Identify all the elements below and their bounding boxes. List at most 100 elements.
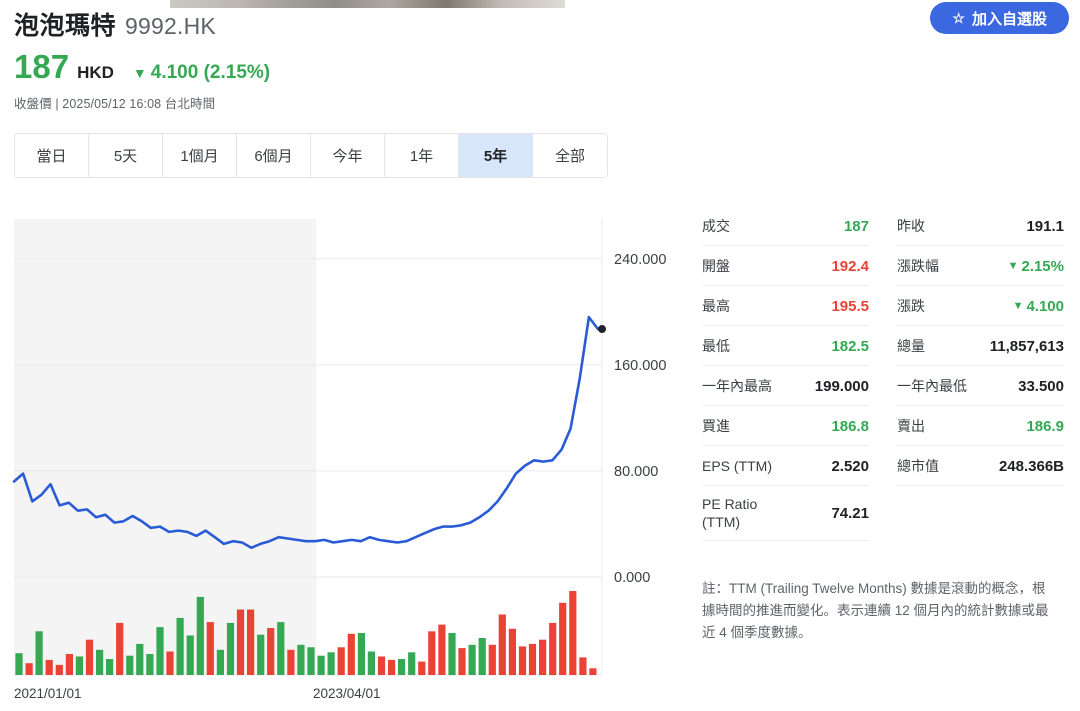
volume-bar bbox=[589, 668, 597, 675]
stat-row-left-0: 成交 187 bbox=[702, 206, 869, 246]
stat-row-right-5: 賣出 186.9 bbox=[897, 406, 1064, 446]
price-chart-svg: 0.000 80.000 160.000 240.000 bbox=[12, 219, 666, 676]
volume-bar bbox=[579, 657, 587, 675]
volume-bar bbox=[247, 609, 255, 675]
stat-value-text: 191.1 bbox=[1026, 217, 1064, 235]
stat-label: 最低 bbox=[702, 338, 730, 354]
stat-value: 2.520 bbox=[831, 458, 869, 475]
volume-bar bbox=[357, 633, 365, 675]
volume-bar bbox=[327, 652, 335, 675]
volume-bar bbox=[236, 609, 245, 675]
add-to-watchlist-button[interactable]: ☆ 加入自選股 bbox=[930, 2, 1069, 34]
stat-row-left-1: 開盤 192.4 bbox=[702, 246, 869, 286]
stat-row-right-2: 漲跌 ▼ 4.100 bbox=[897, 286, 1064, 326]
volume-bar bbox=[96, 649, 104, 675]
stat-row-left-7: PE Ratio (TTM) 74.21 bbox=[702, 486, 869, 541]
y-tick-label: 80.000 bbox=[614, 464, 658, 480]
range-tab-7[interactable]: 全部 bbox=[533, 134, 607, 177]
volume-bar bbox=[438, 624, 446, 675]
volume-bar bbox=[388, 659, 396, 675]
stat-value-text: 2.15% bbox=[1021, 257, 1064, 275]
y-tick-label: 240.000 bbox=[614, 252, 666, 268]
volume-bar bbox=[257, 634, 265, 675]
volume-bar bbox=[85, 639, 94, 675]
quote-header: 泡泡瑪特 9992.HK 187 HKD ▼ 4.100 (2.15%) 收盤價… bbox=[14, 6, 270, 112]
price-change-text: 4.100 (2.15%) bbox=[150, 62, 271, 83]
volume-bar bbox=[508, 628, 516, 675]
volume-bar bbox=[106, 659, 114, 675]
quote-timestamp: 收盤價 | 2025/05/12 16:08 台北時間 bbox=[14, 97, 216, 111]
stat-value-text: 195.5 bbox=[831, 297, 869, 315]
stat-value: 33.500 bbox=[1018, 378, 1064, 395]
chart-shaded-region bbox=[14, 219, 317, 675]
range-tab-5[interactable]: 1年 bbox=[385, 134, 459, 177]
stat-value-text: 186.9 bbox=[1026, 417, 1064, 435]
stat-row-left-2: 最高 195.5 bbox=[702, 286, 869, 326]
volume-bar bbox=[367, 651, 375, 675]
range-tab-0[interactable]: 當日 bbox=[15, 134, 89, 177]
volume-bar bbox=[458, 648, 466, 675]
stat-row-left-3: 最低 182.5 bbox=[702, 326, 869, 366]
stat-label: 成交 bbox=[702, 218, 730, 234]
caret-down-icon: ▼ bbox=[1012, 300, 1024, 312]
currency-label: HKD bbox=[77, 63, 114, 82]
volume-bar bbox=[116, 622, 124, 675]
stat-value: ▼ 4.100 bbox=[1013, 298, 1064, 315]
stat-value: 187 bbox=[844, 218, 869, 235]
volume-bar bbox=[398, 659, 406, 675]
stat-row-right-6: 總市值 248.366B bbox=[897, 446, 1064, 486]
stat-value-text: 74.21 bbox=[831, 505, 869, 522]
volume-bar bbox=[317, 655, 325, 675]
stat-value: 186.9 bbox=[1026, 418, 1064, 435]
stat-value: 192.4 bbox=[831, 258, 869, 275]
stat-label: 買進 bbox=[702, 418, 730, 434]
stats-column-right: 昨收 191.1 漲跌幅 ▼ 2.15% 漲跌 ▼ 4.100 總量 11,857,613 一年內最… bbox=[897, 206, 1064, 541]
range-tab-4[interactable]: 今年 bbox=[311, 134, 385, 177]
volume-bar bbox=[186, 635, 194, 675]
volume-bar bbox=[267, 628, 275, 675]
volume-bar bbox=[347, 633, 355, 675]
volume-bar bbox=[277, 622, 285, 675]
stat-value-text: 2.520 bbox=[831, 457, 869, 475]
range-tab-6[interactable]: 5年 bbox=[459, 134, 533, 177]
stat-row-right-3: 總量 11,857,613 bbox=[897, 326, 1064, 366]
price-row: 187 HKD ▼ 4.100 (2.15%) bbox=[14, 50, 270, 84]
stat-value-text: 11,857,613 bbox=[989, 337, 1064, 355]
star-icon: ☆ bbox=[952, 9, 965, 26]
volume-bar bbox=[75, 656, 83, 675]
stat-value-text: 186.8 bbox=[831, 417, 869, 435]
stat-label: 總市值 bbox=[897, 458, 939, 474]
add-to-watchlist-label: 加入自選股 bbox=[971, 10, 1047, 28]
range-tab-label: 1個月 bbox=[180, 148, 219, 165]
x-axis-label-mid: 2023/04/01 bbox=[313, 686, 381, 701]
volume-bar bbox=[65, 654, 73, 675]
stat-row-left-6: EPS (TTM) 2.520 bbox=[702, 446, 869, 486]
volume-bar bbox=[539, 639, 547, 675]
range-tab-3[interactable]: 6個月 bbox=[237, 134, 311, 177]
volume-bar bbox=[45, 659, 53, 675]
stat-label: 昨收 bbox=[897, 218, 925, 234]
ttm-footnote: 註：TTM (Trailing Twelve Months) 數據是滾動的概念，… bbox=[702, 581, 1049, 640]
range-tab-2[interactable]: 1個月 bbox=[163, 134, 237, 177]
range-tab-1[interactable]: 5天 bbox=[89, 134, 163, 177]
stat-value-text: 182.5 bbox=[831, 337, 869, 355]
cropped-banner-image bbox=[170, 0, 565, 8]
stat-row-left-4: 一年內最高 199.000 bbox=[702, 366, 869, 406]
price-line bbox=[12, 315, 600, 550]
stat-row-right-1: 漲跌幅 ▼ 2.15% bbox=[897, 246, 1064, 286]
volume-bar bbox=[126, 655, 134, 675]
stat-value-text: 33.500 bbox=[1018, 377, 1064, 395]
price-chart[interactable]: 0.000 80.000 160.000 240.000 2021/01/01 202… bbox=[0, 205, 690, 705]
volume-bar bbox=[307, 647, 315, 675]
range-tab-label: 1年 bbox=[409, 148, 434, 165]
volume-bar bbox=[559, 602, 567, 675]
volume-bar bbox=[337, 647, 345, 675]
volume-bar bbox=[226, 622, 235, 675]
range-tab-group[interactable]: 當日 5天 1個月 6個月 今年 1年 5年 全部 bbox=[14, 133, 608, 178]
stat-label: 賣出 bbox=[897, 418, 925, 434]
stat-value-text: 192.4 bbox=[831, 257, 869, 275]
volume-bar bbox=[498, 614, 506, 675]
range-tab-label: 今年 bbox=[332, 148, 363, 165]
stat-value-text: 4.100 bbox=[1026, 297, 1064, 315]
volume-bar bbox=[528, 643, 537, 675]
